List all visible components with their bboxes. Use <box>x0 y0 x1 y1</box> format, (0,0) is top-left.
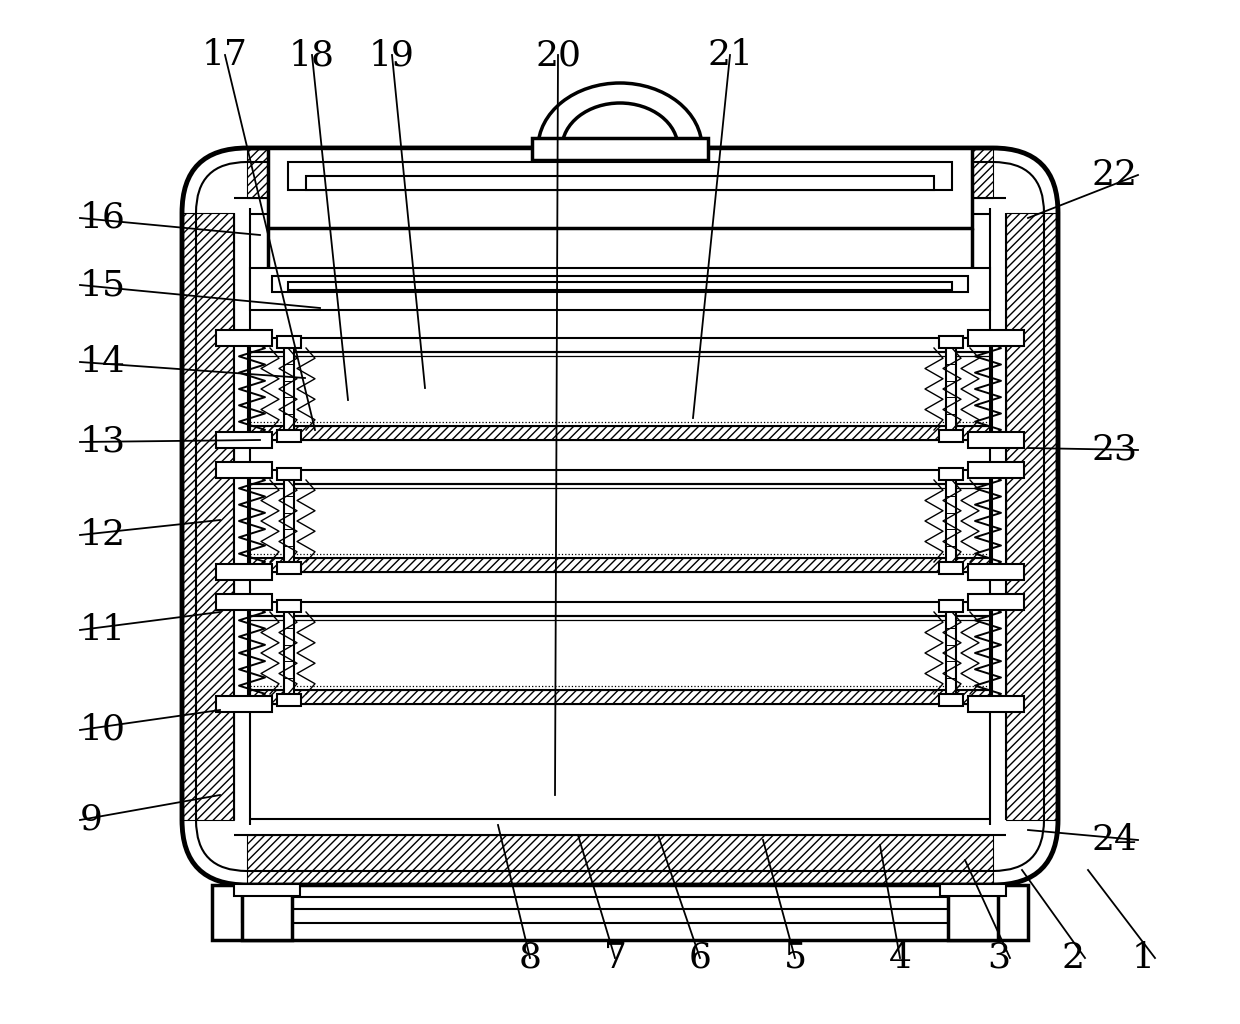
Bar <box>940 884 1006 896</box>
Text: 13: 13 <box>81 425 126 459</box>
Text: 2: 2 <box>1061 941 1085 975</box>
Text: 9: 9 <box>81 803 103 837</box>
Bar <box>946 346 956 432</box>
Bar <box>242 890 291 940</box>
Text: 8: 8 <box>518 941 542 975</box>
Text: 20: 20 <box>534 38 582 72</box>
Text: 11: 11 <box>81 613 126 647</box>
Bar <box>277 336 301 348</box>
Bar <box>992 334 1006 444</box>
Bar <box>946 478 956 564</box>
Bar <box>216 330 272 346</box>
Text: 3: 3 <box>987 941 1011 975</box>
Bar <box>939 336 963 348</box>
Bar <box>284 610 294 696</box>
Bar <box>216 696 272 712</box>
Text: 19: 19 <box>370 38 415 72</box>
Bar <box>250 268 990 310</box>
Bar <box>939 468 963 480</box>
Bar <box>216 564 272 580</box>
Text: 7: 7 <box>604 941 626 975</box>
Bar <box>216 594 272 610</box>
Bar <box>250 690 990 705</box>
Text: 4: 4 <box>889 941 911 975</box>
Bar <box>284 478 294 564</box>
Bar <box>288 162 952 190</box>
Text: 15: 15 <box>81 268 126 302</box>
Bar <box>968 462 1024 478</box>
Bar <box>968 696 1024 712</box>
Bar <box>234 598 248 708</box>
Bar <box>216 432 272 449</box>
Bar <box>250 602 990 616</box>
Bar <box>234 884 300 896</box>
Bar <box>182 213 234 820</box>
Bar <box>939 430 963 442</box>
Bar <box>250 558 990 572</box>
Bar <box>234 466 248 575</box>
Bar <box>250 558 990 572</box>
Bar <box>262 909 978 923</box>
Bar <box>277 562 301 574</box>
Bar <box>968 564 1024 580</box>
Bar <box>992 598 1006 708</box>
Text: 17: 17 <box>202 38 248 72</box>
Bar <box>212 885 1028 940</box>
Bar <box>216 462 272 478</box>
Bar <box>946 610 956 696</box>
Bar <box>939 694 963 706</box>
Text: 24: 24 <box>1092 823 1138 857</box>
Bar <box>242 897 998 922</box>
Text: 16: 16 <box>81 201 126 234</box>
Bar <box>277 468 301 480</box>
Bar <box>968 330 1024 346</box>
Text: 14: 14 <box>81 345 126 379</box>
Text: 1: 1 <box>1132 941 1154 975</box>
Bar <box>306 176 934 190</box>
Text: 10: 10 <box>81 713 126 746</box>
Bar <box>250 470 990 484</box>
Bar <box>939 600 963 612</box>
Bar <box>1006 213 1058 820</box>
Bar <box>277 600 301 612</box>
Bar <box>939 562 963 574</box>
Bar <box>284 346 294 432</box>
Bar <box>272 276 968 292</box>
Bar <box>968 432 1024 449</box>
Bar <box>268 148 972 228</box>
Bar <box>277 694 301 706</box>
Bar <box>247 148 993 198</box>
Text: 6: 6 <box>688 941 712 975</box>
Bar <box>968 594 1024 610</box>
Text: 5: 5 <box>784 941 806 975</box>
Bar <box>250 690 990 705</box>
FancyBboxPatch shape <box>182 148 1058 885</box>
Text: 21: 21 <box>707 38 753 72</box>
Bar <box>250 338 990 352</box>
Bar <box>288 282 952 290</box>
Bar <box>992 466 1006 575</box>
Bar <box>277 430 301 442</box>
Text: 22: 22 <box>1092 158 1138 193</box>
Bar <box>234 334 248 444</box>
Bar <box>250 426 990 440</box>
Bar <box>250 426 990 440</box>
Text: 23: 23 <box>1092 433 1138 467</box>
Text: 18: 18 <box>289 38 335 72</box>
Bar <box>532 138 708 160</box>
Bar <box>949 890 998 940</box>
Bar <box>247 835 993 885</box>
Text: 12: 12 <box>81 518 126 552</box>
